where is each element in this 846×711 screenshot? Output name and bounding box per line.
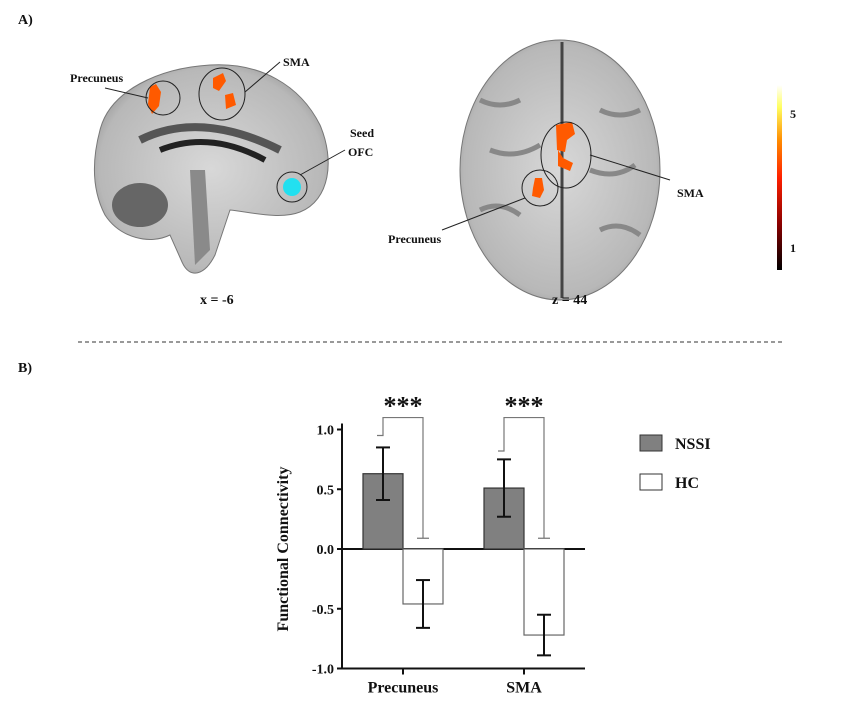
sagittal-caption: x = -6	[200, 293, 234, 308]
sagittal-label-precuneus: Precuneus	[70, 71, 123, 85]
sagittal-label-sma: SMA	[283, 55, 310, 69]
axial-sma-activation	[556, 122, 575, 171]
bar-chart: Functional Connectivity -1.0 -0.5 0.0 0.5 1.…	[275, 392, 711, 697]
legend-swatch-hc	[639, 473, 663, 491]
significance-stars: ***	[505, 392, 544, 421]
legend-label-nssi: NSSI	[675, 436, 711, 453]
axial-caption: z = 44	[552, 293, 587, 308]
legend-label-hc: HC	[675, 475, 699, 492]
significance-stars: ***	[384, 392, 423, 421]
colorbar-min-label: 1	[790, 241, 796, 255]
sagittal-label-seed: Seed	[350, 126, 374, 140]
x-tick-label: SMA	[506, 680, 542, 697]
seed-ofc-marker	[283, 178, 301, 196]
sagittal-brain-image	[94, 61, 346, 274]
panel-b-label: B)	[18, 361, 32, 376]
x-tick-label: Precuneus	[368, 680, 439, 697]
axial-label-sma: SMA	[677, 186, 704, 200]
y-tick-label: 1.0	[317, 424, 335, 439]
sagittal-label-ofc: OFC	[348, 145, 373, 159]
y-tick-label: -0.5	[312, 603, 334, 618]
axial-label-precuneus: Precuneus	[388, 232, 441, 246]
panel-a-label: A)	[18, 13, 33, 28]
colorbar-max-label: 5	[790, 107, 796, 121]
y-tick-label: 0.0	[317, 543, 335, 558]
significance-bracket	[377, 416, 429, 539]
legend-swatch-nssi	[639, 434, 663, 452]
colorbar	[777, 85, 782, 270]
precuneus-activation	[148, 84, 161, 114]
significance-bracket	[498, 416, 550, 539]
axial-precuneus-activation	[532, 178, 544, 198]
y-axis-label: Functional Connectivity	[275, 467, 292, 632]
y-tick-label: 0.5	[317, 483, 335, 498]
axial-brain-image	[441, 39, 671, 301]
sma-activation	[213, 73, 236, 109]
y-tick-label: -1.0	[312, 663, 334, 678]
